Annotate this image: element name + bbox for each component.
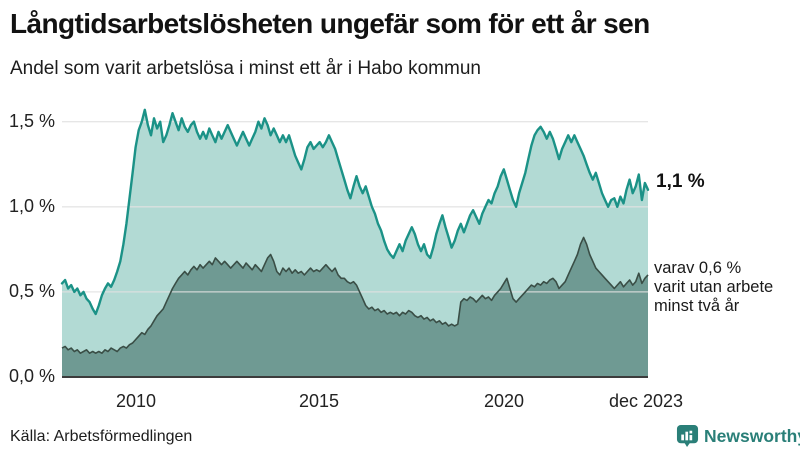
- two-year-annotation-line-2: varit utan arbete: [654, 278, 774, 296]
- y-tick-0-5: 0,5 %: [8, 281, 55, 301]
- newsworthy-logo[interactable]: Newsworthy: [676, 423, 800, 449]
- y-tick-1-0: 1,0 %: [8, 196, 55, 216]
- y-tick-0-0: 0,0 %: [8, 366, 55, 386]
- two-year-unemployed-area: [62, 237, 648, 377]
- x-tick-2010: 2010: [115, 391, 157, 411]
- page-title: Långtidsarbetslösheten ungefär som för e…: [10, 8, 650, 39]
- newsworthy-bubble-chart-icon: [676, 424, 699, 448]
- source-credit: Källa: Arbetsförmedlingen: [10, 428, 193, 445]
- x-tick-2020: 2020: [483, 391, 525, 411]
- chart-subtitle: Andel som varit arbetslösa i minst ett å…: [10, 58, 481, 79]
- y-tick-1-5: 1,5 %: [8, 111, 55, 131]
- total-end-value-label: 1,1 %: [656, 171, 705, 192]
- x-tick-dec-2023: dec 2023: [608, 391, 684, 411]
- two-year-annotation-line-1: varav 0,6 %: [654, 259, 742, 277]
- two-year-annotation-line-3: minst två år: [654, 297, 740, 315]
- two-year-annotation: varav 0,6 % varit utan arbete minst två …: [654, 259, 773, 316]
- two-year-unemployed-line: [61, 236, 649, 354]
- newsworthy-wordmark: Newsworthy: [704, 425, 800, 446]
- total-unemployed-line: [60, 108, 650, 316]
- x-tick-2015: 2015: [298, 391, 340, 411]
